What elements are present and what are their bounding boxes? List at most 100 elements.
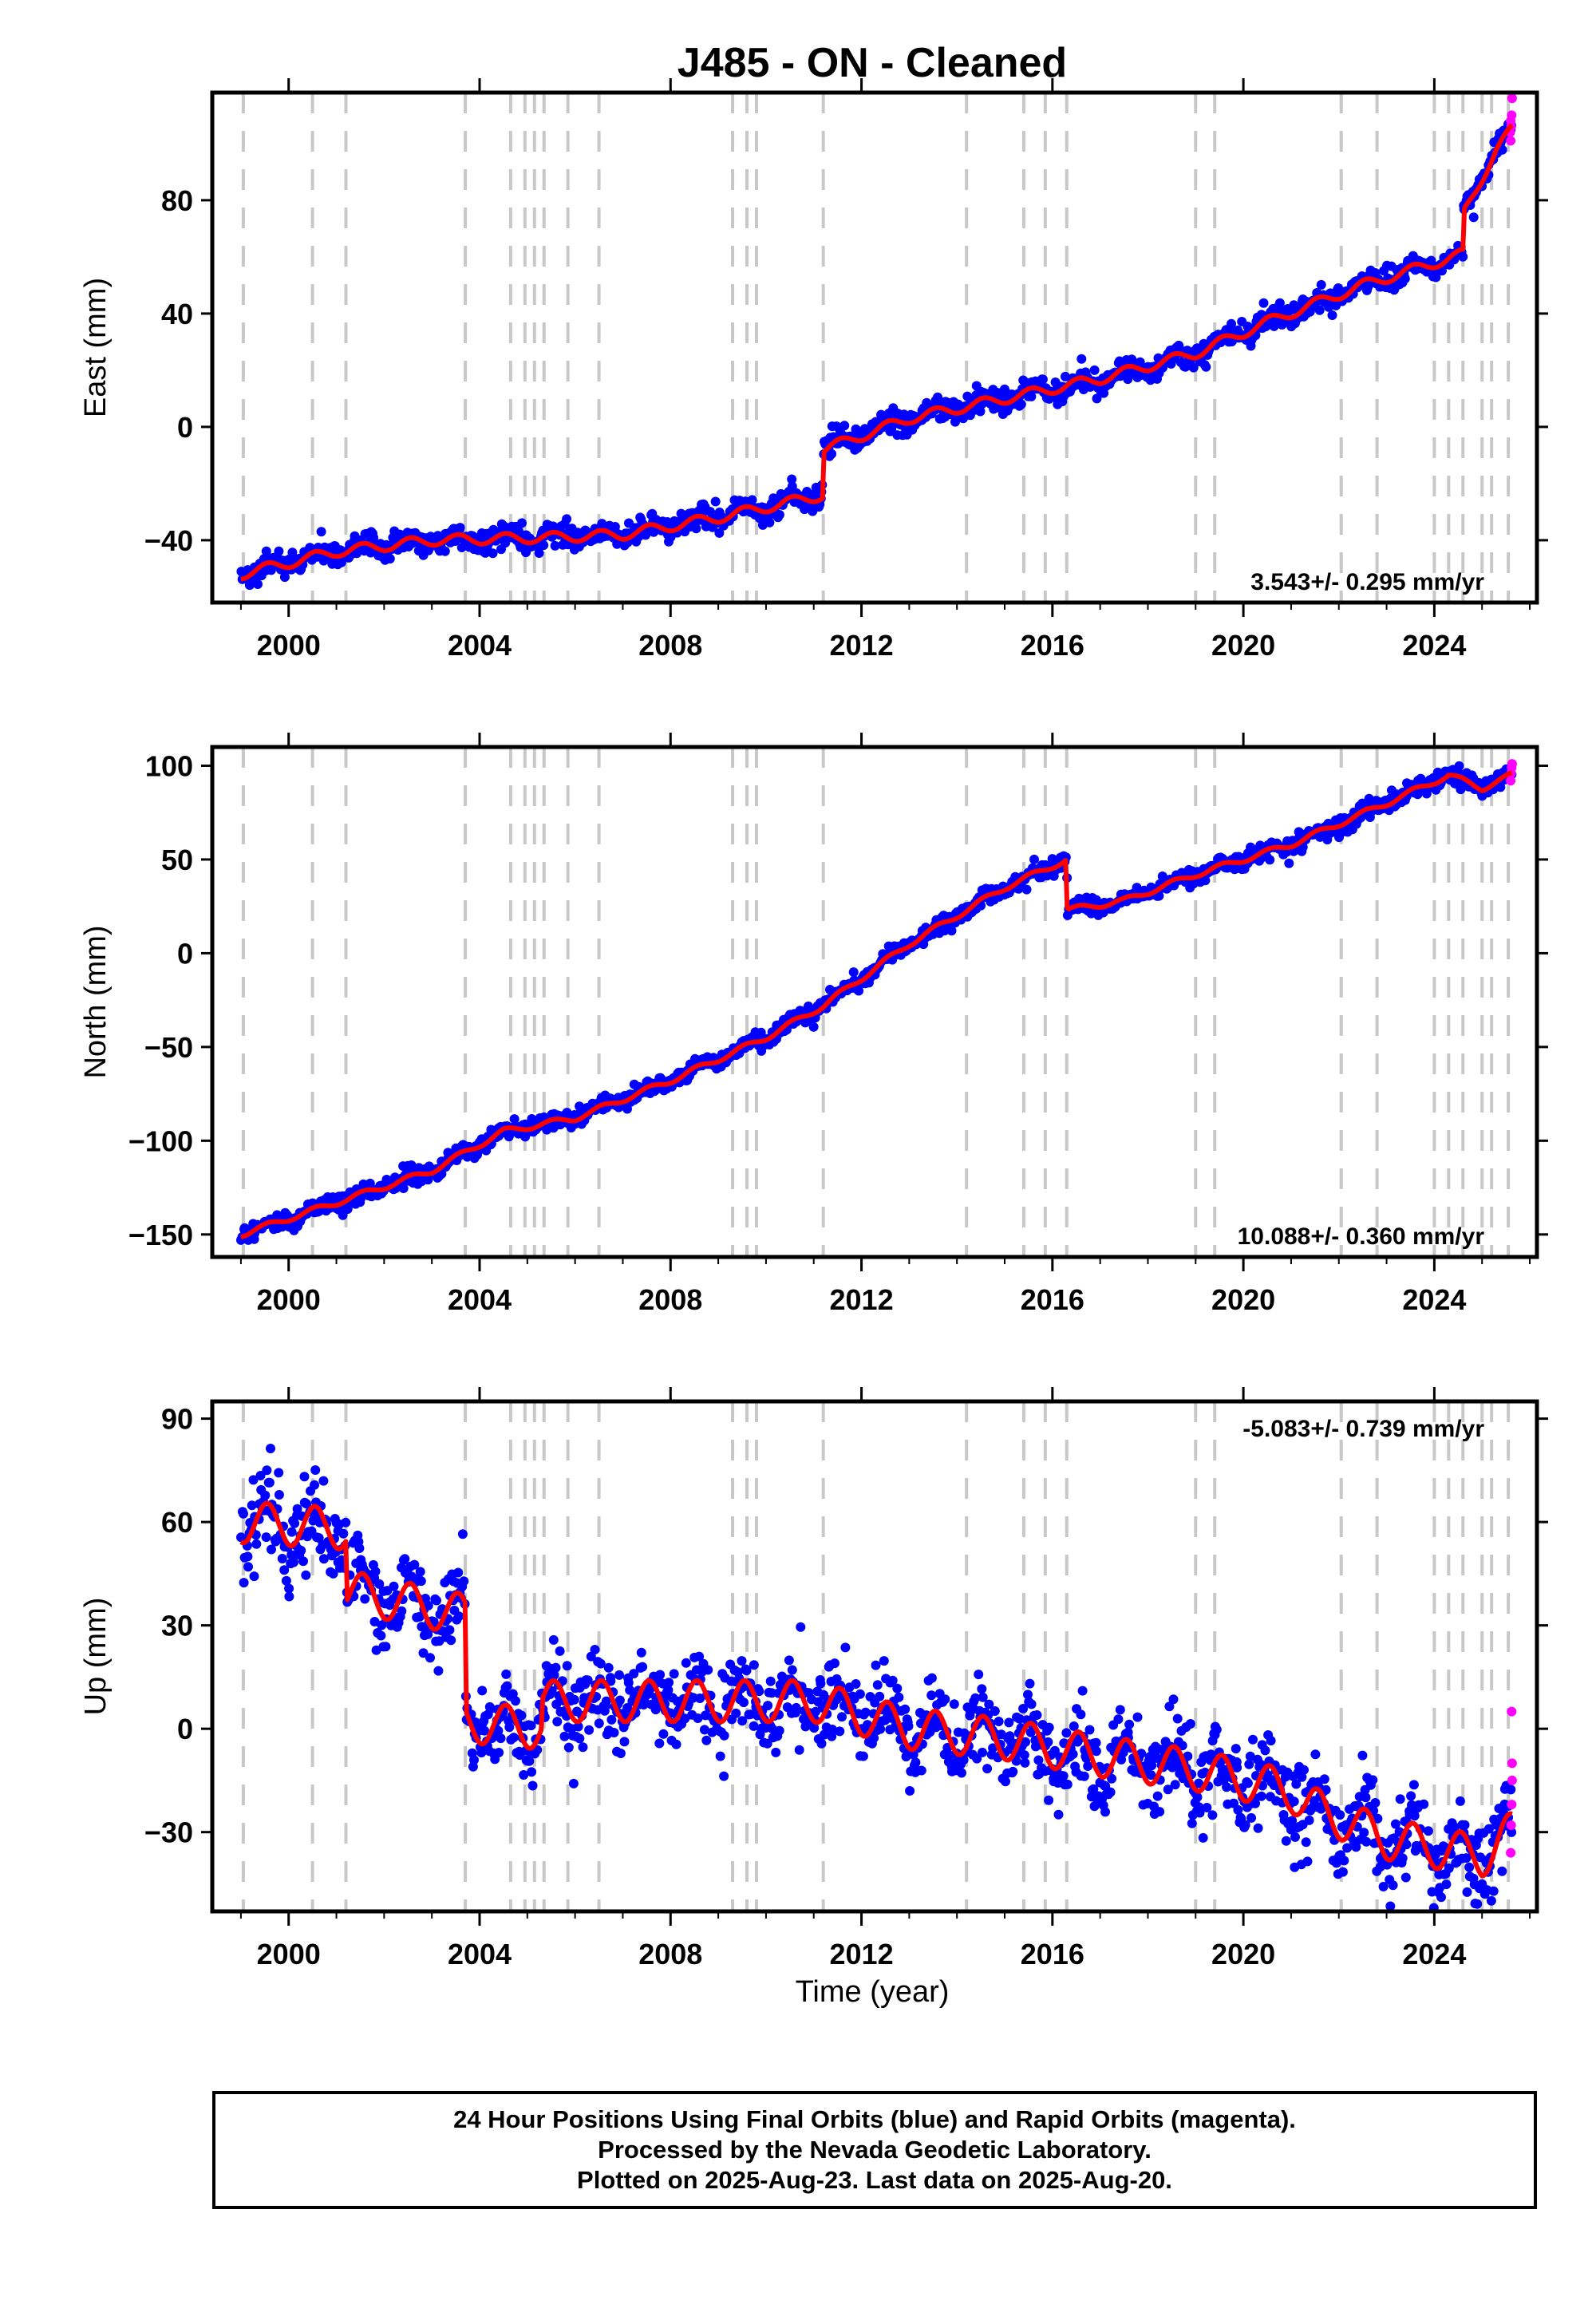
data-point — [562, 1108, 572, 1118]
data-point — [432, 1595, 441, 1606]
data-point — [1486, 1895, 1496, 1906]
data-point — [671, 1739, 681, 1749]
data-point — [858, 1751, 868, 1761]
data-point — [619, 1737, 630, 1747]
data-point — [316, 527, 326, 537]
data-point — [765, 1676, 776, 1686]
data-point — [277, 1554, 287, 1563]
data-point — [710, 496, 721, 507]
panel-east: −40 0 40 80 2000 2004 2008 2012 2016 2020 2024 East… — [79, 78, 1548, 662]
data-point — [771, 1747, 781, 1757]
rapid-point — [1506, 136, 1516, 146]
data-point — [527, 1780, 538, 1791]
data-point — [1364, 793, 1374, 804]
data-point — [737, 1656, 747, 1666]
data-point — [610, 522, 620, 532]
data-point — [664, 1678, 674, 1688]
data-point — [1077, 1686, 1088, 1696]
data-point — [284, 1591, 294, 1602]
data-point — [594, 1718, 604, 1729]
data-point — [808, 1022, 819, 1032]
data-point — [1001, 1777, 1010, 1787]
footer-line-1: 24 Hour Positions Using Final Orbits (bl… — [453, 2105, 1296, 2133]
data-point — [840, 1642, 851, 1653]
x-tick-label: 2024 — [1402, 1938, 1466, 1970]
data-point — [341, 1517, 351, 1528]
data-point — [239, 1508, 248, 1519]
data-point — [926, 1690, 937, 1701]
data-point — [454, 1611, 464, 1622]
data-point — [1464, 1862, 1475, 1872]
data-point — [1231, 1744, 1241, 1754]
data-point — [975, 406, 986, 417]
data-point — [894, 1692, 904, 1702]
data-point — [239, 1578, 249, 1588]
data-point — [264, 1477, 275, 1488]
data-point — [848, 967, 859, 978]
data-point — [990, 1706, 1000, 1716]
data-point — [839, 421, 850, 431]
data-point — [658, 1729, 669, 1739]
data-point — [1304, 1815, 1314, 1825]
data-point — [1299, 1765, 1309, 1775]
data-point — [249, 1571, 259, 1582]
data-point — [615, 1749, 626, 1758]
data-point — [701, 1735, 712, 1745]
y-tick-label: −150 — [128, 1219, 193, 1251]
model-fit-line — [239, 123, 1514, 582]
x-tick-label: 2008 — [638, 1283, 702, 1316]
data-point — [1079, 1771, 1089, 1781]
data-point — [949, 1699, 959, 1709]
data-point — [1359, 1828, 1369, 1838]
data-point — [1472, 1899, 1483, 1909]
data-point — [433, 1666, 444, 1676]
y-tick-label: 100 — [145, 749, 193, 782]
data-point — [425, 1653, 435, 1663]
x-tick-label: 2020 — [1211, 1938, 1275, 1970]
data-point — [477, 1686, 488, 1696]
velocity-label: 10.088+/- 0.360 mm/yr — [1238, 1223, 1485, 1250]
x-tick-label: 2016 — [1021, 629, 1084, 662]
data-point — [360, 1594, 370, 1604]
data-point — [1436, 1892, 1446, 1903]
data-point — [1222, 1782, 1232, 1792]
data-point — [370, 1567, 381, 1577]
data-point — [389, 1581, 399, 1591]
data-point — [1335, 1810, 1345, 1820]
data-point — [855, 1689, 865, 1699]
data-point — [1397, 1853, 1408, 1863]
data-point — [550, 540, 560, 551]
data-point — [974, 1670, 984, 1680]
y-tick-label: 0 — [177, 411, 193, 444]
data-point — [1337, 1867, 1348, 1877]
x-tick-label: 2012 — [830, 1938, 894, 1970]
data-point — [892, 1683, 903, 1694]
data-point — [982, 1764, 993, 1774]
data-point — [1168, 1694, 1179, 1705]
data-point — [1361, 1836, 1372, 1847]
y-tick-label: 80 — [161, 184, 193, 217]
data-point — [575, 1733, 585, 1744]
data-point — [527, 1114, 537, 1124]
data-point — [1004, 1717, 1014, 1728]
rapid-point — [1507, 1800, 1517, 1810]
y-tick-label: 40 — [161, 298, 193, 330]
data-point — [459, 1576, 469, 1587]
data-point — [957, 1768, 966, 1778]
data-point — [872, 1680, 883, 1690]
data-point — [747, 495, 757, 505]
x-tick-label: 2008 — [638, 1938, 702, 1970]
data-point — [1266, 1736, 1276, 1746]
data-point — [516, 1710, 527, 1721]
data-point — [1124, 1719, 1135, 1729]
y-tick-label: −50 — [144, 1031, 193, 1064]
data-point — [584, 1725, 595, 1735]
data-point — [279, 572, 290, 583]
data-point — [501, 1669, 512, 1679]
data-point — [978, 1747, 987, 1757]
data-point — [1408, 1780, 1419, 1790]
data-point — [787, 474, 797, 484]
data-point — [1100, 1807, 1110, 1817]
data-point — [875, 1691, 885, 1701]
data-point — [1284, 858, 1294, 868]
